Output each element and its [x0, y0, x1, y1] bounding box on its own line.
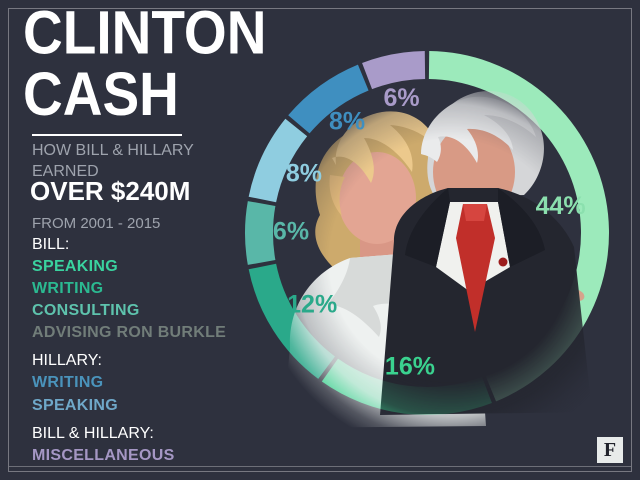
- svg-text:44%: 44%: [536, 192, 586, 220]
- svg-text:6%: 6%: [273, 218, 309, 246]
- svg-text:12%: 12%: [287, 290, 337, 318]
- svg-text:6%: 6%: [383, 84, 419, 112]
- svg-text:8%: 8%: [286, 160, 322, 188]
- svg-text:16%: 16%: [385, 353, 435, 381]
- svg-text:8%: 8%: [329, 108, 365, 136]
